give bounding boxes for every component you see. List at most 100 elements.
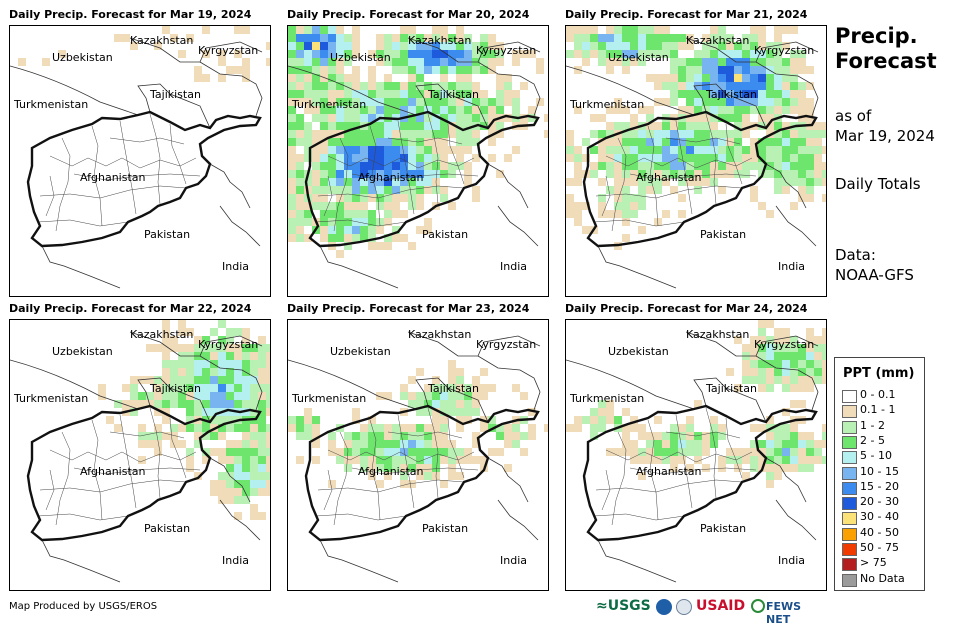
precip-cell bbox=[352, 50, 360, 58]
precip-cell bbox=[368, 122, 376, 130]
precip-cell bbox=[336, 154, 344, 162]
precip-cell bbox=[312, 130, 320, 138]
precip-cell bbox=[758, 376, 766, 384]
precip-cell bbox=[662, 448, 670, 456]
precip-cell bbox=[798, 344, 806, 352]
precip-cell bbox=[702, 146, 710, 154]
precip-cell bbox=[726, 34, 734, 42]
precip-cell bbox=[288, 130, 296, 138]
precip-cell bbox=[408, 34, 416, 42]
precip-cell bbox=[766, 376, 774, 384]
province-border bbox=[109, 137, 185, 145]
precip-cell bbox=[424, 472, 432, 480]
precip-cell bbox=[662, 154, 670, 162]
precip-cell bbox=[250, 464, 258, 472]
precip-cell bbox=[630, 202, 638, 210]
precip-cell bbox=[622, 138, 630, 146]
precip-cell bbox=[400, 138, 408, 146]
precip-cell bbox=[376, 122, 384, 130]
precip-cell bbox=[630, 138, 638, 146]
precip-cell bbox=[638, 424, 646, 432]
precip-cell bbox=[742, 66, 750, 74]
precip-cell bbox=[328, 218, 336, 226]
precip-cell bbox=[814, 154, 822, 162]
precip-cell bbox=[702, 448, 710, 456]
precip-cell bbox=[242, 360, 250, 368]
precip-cell bbox=[328, 130, 336, 138]
precip-cell bbox=[170, 368, 178, 376]
precip-cell bbox=[162, 360, 170, 368]
precip-cell bbox=[288, 178, 296, 186]
precip-cell bbox=[798, 98, 806, 106]
precip-cell bbox=[638, 154, 646, 162]
precip-grid bbox=[18, 26, 270, 82]
precip-cell bbox=[440, 384, 448, 392]
precip-cell bbox=[400, 50, 408, 58]
precip-cell bbox=[758, 82, 766, 90]
precip-cell bbox=[806, 162, 814, 170]
precip-cell bbox=[742, 130, 750, 138]
precip-cell bbox=[296, 186, 304, 194]
precip-cell bbox=[360, 226, 368, 234]
precip-cell bbox=[384, 448, 392, 456]
precip-cell bbox=[774, 448, 782, 456]
precip-cell bbox=[424, 122, 432, 130]
precip-cell bbox=[528, 50, 536, 58]
precip-cell bbox=[432, 416, 440, 424]
precip-cell bbox=[202, 344, 210, 352]
precip-cell bbox=[782, 352, 790, 360]
precip-cell bbox=[432, 186, 440, 194]
precip-cell bbox=[162, 376, 170, 384]
precip-cell bbox=[218, 376, 226, 384]
country-border bbox=[209, 457, 251, 503]
precip-cell bbox=[798, 360, 806, 368]
precip-cell bbox=[782, 170, 790, 178]
precip-cell bbox=[304, 122, 312, 130]
province-border bbox=[39, 185, 187, 199]
country-label-india: India bbox=[778, 554, 805, 567]
precip-cell bbox=[782, 42, 790, 50]
precip-cell bbox=[726, 50, 734, 58]
precip-cell bbox=[622, 234, 630, 242]
precip-cell bbox=[234, 368, 242, 376]
precip-cell bbox=[512, 440, 520, 448]
precip-cell bbox=[774, 344, 782, 352]
precip-cell bbox=[202, 392, 210, 400]
precip-cell bbox=[590, 162, 598, 170]
precip-cell bbox=[606, 130, 614, 138]
precip-cell bbox=[574, 42, 582, 50]
precip-cell bbox=[336, 186, 344, 194]
precip-cell bbox=[376, 90, 384, 98]
precip-cell bbox=[544, 424, 548, 432]
precip-cell bbox=[782, 432, 790, 440]
precip-cell bbox=[226, 352, 234, 360]
precip-cell bbox=[782, 146, 790, 154]
country-border bbox=[477, 61, 541, 117]
precip-cell bbox=[496, 170, 504, 178]
precip-cell bbox=[432, 130, 440, 138]
precip-cell bbox=[742, 360, 750, 368]
precip-cell bbox=[472, 98, 480, 106]
precip-cell bbox=[774, 352, 782, 360]
precip-cell bbox=[162, 26, 170, 34]
precip-cell bbox=[742, 154, 750, 162]
country-label-turkmenistan: Turkmenistan bbox=[14, 98, 89, 111]
precip-cell bbox=[520, 432, 528, 440]
precip-cell bbox=[686, 122, 694, 130]
precip-cell bbox=[312, 440, 320, 448]
precip-cell bbox=[218, 488, 226, 496]
precip-cell bbox=[614, 138, 622, 146]
precip-cell bbox=[328, 138, 336, 146]
legend-swatch bbox=[842, 481, 857, 495]
precip-cell bbox=[408, 50, 416, 58]
country-label-kyrgyzstan: Kyrgyzstan bbox=[198, 44, 259, 57]
precip-cell bbox=[758, 66, 766, 74]
province-border bbox=[327, 155, 475, 169]
precip-cell bbox=[822, 456, 826, 464]
precip-cell bbox=[392, 58, 400, 66]
precip-cell bbox=[790, 178, 798, 186]
precip-cell bbox=[368, 178, 376, 186]
precip-cell bbox=[822, 440, 826, 448]
precip-cell bbox=[114, 424, 122, 432]
province-border bbox=[595, 479, 743, 493]
